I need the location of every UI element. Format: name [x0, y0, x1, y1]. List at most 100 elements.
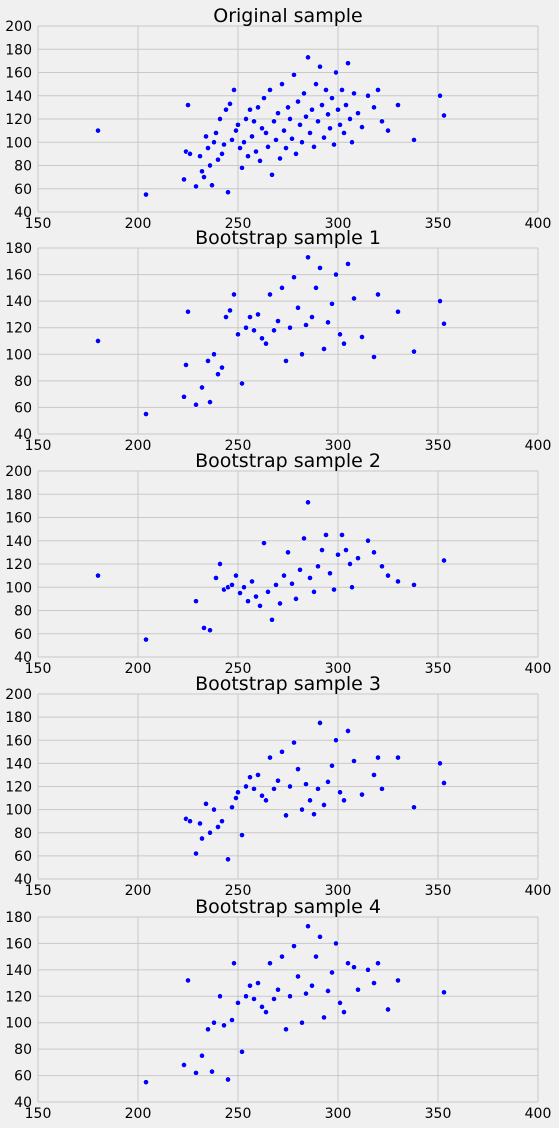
data-point: [394, 308, 402, 315]
data-point: [260, 540, 268, 547]
data-point: [266, 960, 274, 967]
x-tick-label: 350: [425, 661, 452, 677]
data-point: [314, 118, 322, 125]
x-tick-label: 200: [125, 438, 152, 454]
data-point: [294, 304, 302, 311]
data-point: [312, 284, 320, 291]
x-tick-label: 250: [225, 661, 252, 677]
data-point: [332, 737, 340, 744]
data-point: [218, 364, 226, 371]
data-point: [240, 584, 248, 591]
data-point: [378, 118, 386, 125]
data-point: [272, 581, 280, 588]
data-point: [270, 327, 278, 334]
data-point: [142, 411, 150, 418]
data-point: [142, 1079, 150, 1086]
data-point: [344, 260, 352, 267]
data-point: [196, 153, 204, 160]
data-point: [256, 157, 264, 164]
data-point: [200, 174, 208, 181]
y-tick-label: 100: [5, 135, 32, 151]
data-point: [230, 86, 238, 93]
data-point: [242, 115, 250, 123]
data-point: [278, 748, 286, 755]
data-point: [344, 60, 352, 67]
x-tick-label: 300: [325, 1106, 352, 1122]
data-point: [142, 636, 150, 643]
data-point: [320, 345, 328, 353]
data-point: [306, 797, 314, 804]
data-point: [228, 804, 236, 811]
data-point: [340, 1009, 348, 1016]
data-point: [94, 127, 102, 134]
data-point: [270, 118, 278, 125]
data-point: [374, 291, 382, 298]
data-point: [262, 1009, 270, 1016]
y-tick-label: 120: [5, 321, 32, 337]
y-tick-label: 80: [14, 159, 32, 175]
data-point: [258, 1003, 266, 1010]
chart-title: Original sample: [213, 5, 362, 27]
data-point: [308, 314, 316, 321]
y-tick-label: 140: [5, 534, 32, 550]
data-point: [310, 811, 318, 818]
y-tick-label: 140: [5, 756, 32, 772]
y-tick-label: 180: [5, 42, 32, 58]
data-point: [184, 977, 192, 984]
data-point: [304, 499, 312, 506]
data-point: [266, 86, 274, 93]
data-point: [236, 145, 244, 152]
y-tick-label: 120: [5, 989, 32, 1005]
data-point: [336, 121, 344, 128]
data-point: [374, 960, 382, 967]
data-point: [230, 960, 238, 967]
data-point: [254, 771, 262, 778]
data-point: [440, 112, 448, 119]
data-point: [440, 320, 448, 327]
data-point: [350, 758, 358, 765]
x-tick-label: 300: [325, 883, 352, 899]
x-tick-label: 300: [325, 216, 352, 232]
data-point: [378, 563, 386, 570]
data-point: [326, 125, 334, 132]
x-tick-label: 250: [225, 216, 252, 232]
data-point: [296, 566, 304, 573]
y-tick-label: 120: [5, 780, 32, 796]
data-point: [308, 106, 316, 113]
data-point: [202, 800, 210, 807]
data-point: [374, 754, 382, 761]
data-point: [292, 150, 300, 157]
data-point: [204, 357, 212, 364]
y-tick-label: 60: [14, 627, 32, 643]
data-point: [288, 135, 296, 142]
data-point: [358, 124, 366, 131]
y-tick-label: 120: [5, 557, 32, 573]
data-point: [192, 850, 200, 857]
data-point: [288, 580, 296, 587]
data-point: [276, 600, 284, 607]
y-tick-label: 80: [14, 826, 32, 842]
data-point: [336, 789, 344, 796]
data-point: [316, 719, 324, 726]
data-point: [346, 115, 354, 123]
data-point: [246, 982, 254, 989]
y-tick-label: 80: [14, 1042, 32, 1058]
data-point: [180, 176, 188, 183]
data-point: [304, 923, 312, 930]
data-point: [232, 795, 240, 802]
x-tick-label: 200: [125, 883, 152, 899]
data-point: [304, 54, 312, 61]
data-point: [336, 331, 344, 338]
data-point: [286, 115, 294, 123]
data-point: [302, 322, 310, 329]
data-point: [410, 804, 418, 811]
data-point: [284, 104, 292, 111]
data-point: [440, 779, 448, 787]
data-point: [370, 771, 378, 778]
y-tick-label: 100: [5, 803, 32, 819]
data-point: [324, 987, 332, 995]
y-tick-label: 100: [5, 580, 32, 596]
y-tick-label: 160: [5, 936, 32, 952]
data-point: [314, 563, 322, 570]
